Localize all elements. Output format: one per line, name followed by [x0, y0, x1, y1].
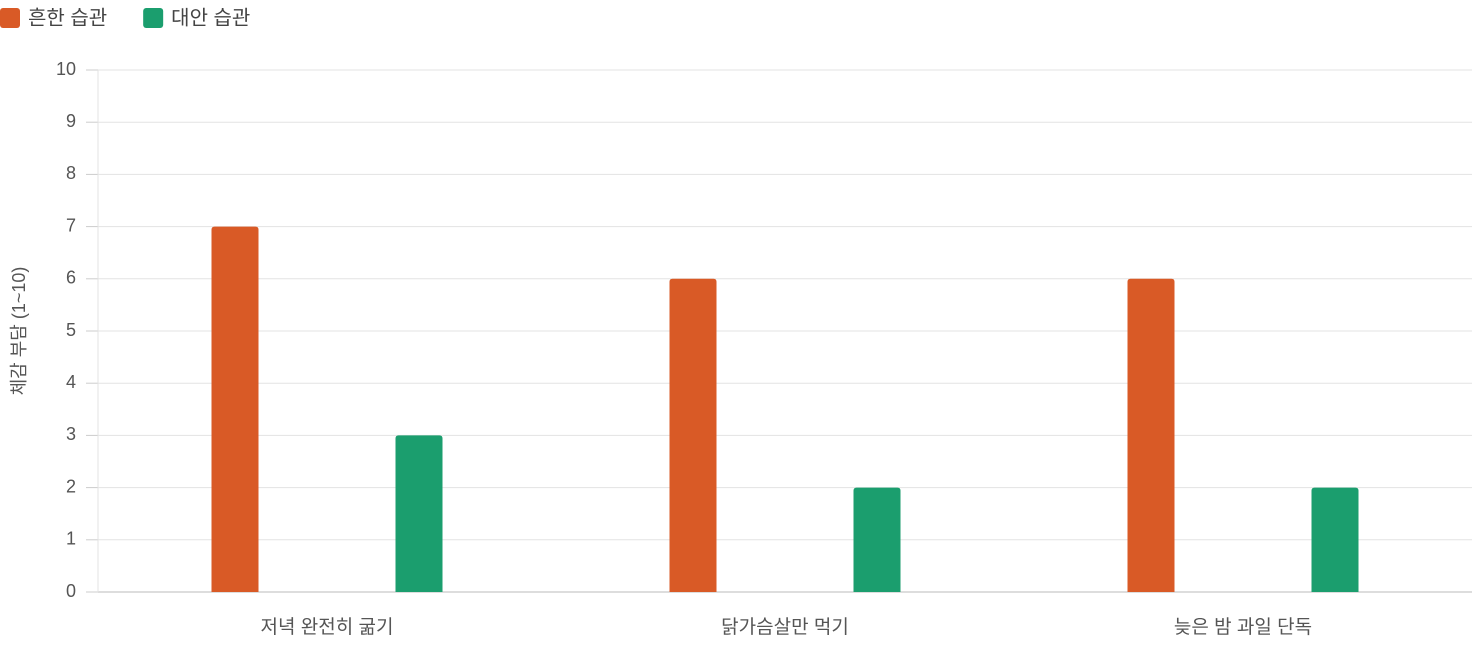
x-tick-label: 닭가슴살만 먹기: [721, 616, 849, 638]
y-tick-label: 10: [56, 59, 76, 79]
bar: [1127, 278, 1175, 592]
y-axis-title: 체감 부담 (1~10): [9, 267, 29, 396]
x-tick-label: 늦은 밤 과일 단독: [1174, 616, 1312, 638]
y-tick-label: 9: [66, 111, 76, 131]
legend-label: 대안 습관: [171, 6, 250, 29]
y-tick-label: 7: [66, 215, 76, 235]
bar: [1311, 487, 1359, 592]
y-tick-label: 6: [66, 268, 76, 288]
bar: [669, 278, 717, 592]
legend-swatch: [0, 8, 20, 28]
y-tick-label: 0: [66, 581, 76, 601]
y-tick-label: 1: [66, 529, 76, 549]
bar: [395, 435, 443, 592]
y-tick-label: 2: [66, 476, 76, 496]
legend-swatch: [143, 8, 164, 28]
y-tick-label: 4: [66, 372, 76, 392]
bar: [211, 226, 259, 592]
y-tick-label: 5: [66, 320, 76, 340]
x-tick-label: 저녁 완전히 굶기: [261, 616, 394, 638]
y-tick-label: 3: [66, 424, 76, 444]
bar: [853, 487, 901, 592]
y-tick-label: 8: [66, 163, 76, 183]
legend-label: 흔한 습관: [28, 6, 107, 29]
